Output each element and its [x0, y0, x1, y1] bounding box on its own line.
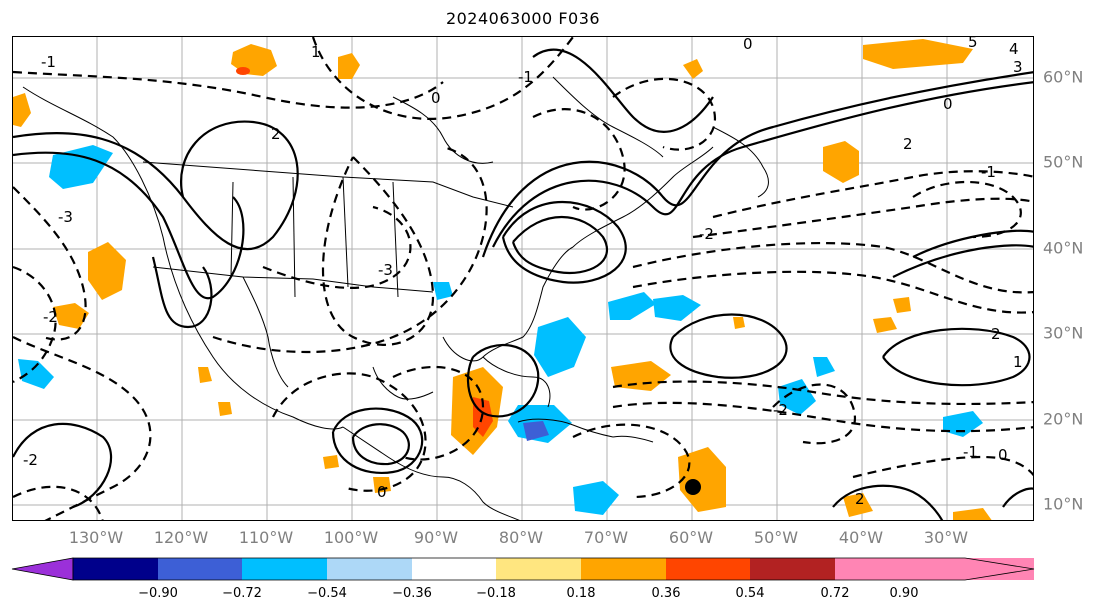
colorbar-segment — [666, 558, 750, 580]
lat-label: 60°N — [1043, 67, 1084, 87]
graticule — [13, 37, 1033, 520]
contour-label: 2 — [855, 490, 865, 508]
lon-label: 50°W — [753, 528, 799, 547]
colorbar-segment — [73, 558, 158, 580]
lon-label: 120°W — [153, 528, 209, 547]
contour-label: -1 — [981, 163, 996, 181]
lat-label: 30°N — [1043, 323, 1084, 343]
contour-label: 2 — [903, 135, 913, 153]
contour-label: -2 — [43, 308, 58, 326]
lon-label: 130°W — [68, 528, 124, 547]
colorbar-segment — [412, 558, 496, 580]
colorbar-tick: 0.90 — [889, 586, 919, 601]
contour-label: 0 — [431, 89, 441, 107]
lat-label: 40°N — [1043, 238, 1084, 258]
contour-label: 1 — [311, 43, 321, 61]
contour-label: 0 — [743, 37, 753, 53]
coastlines — [22, 76, 769, 520]
contour-label: -1 — [963, 443, 978, 461]
lon-label: 110°W — [238, 528, 294, 547]
colorbar-segment — [581, 558, 666, 580]
contour-label: 2 — [991, 325, 1001, 343]
colorbar-tick: −0.36 — [392, 586, 432, 601]
colorbar-extend-min — [11, 557, 74, 581]
map-panel: -1 0 1 2 -2 -3 -1 0 2 -3 3 4 5 0 -1 -2 2… — [12, 36, 1034, 521]
colorbar-tick: 0.54 — [735, 586, 765, 601]
contour-label: -2 — [773, 401, 788, 419]
positive-contours — [13, 48, 1033, 520]
contour-label: 4 — [1009, 40, 1019, 58]
map-title: 2024063000 F036 — [445, 9, 601, 28]
colorbar-tick: −0.72 — [222, 586, 262, 601]
lat-label: 50°N — [1043, 152, 1084, 172]
lat-label: 20°N — [1043, 409, 1084, 429]
contour-label: 3 — [1013, 58, 1023, 76]
colorbar-tick: 0.72 — [820, 586, 850, 601]
lon-label: 90°W — [413, 528, 459, 547]
colorbar-segment — [496, 558, 581, 580]
marker-dot — [685, 479, 701, 495]
contour-label: 2 — [271, 125, 281, 143]
colorbar-tick: −0.18 — [476, 586, 516, 601]
shaded-anomaly-fills — [13, 39, 992, 520]
lat-label: 10°N — [1043, 494, 1084, 514]
colorbar-segment — [750, 558, 835, 580]
colorbar-segment — [242, 558, 327, 580]
contour-label: 0 — [377, 483, 387, 501]
lon-label: 60°W — [668, 528, 714, 547]
colorbar-segment — [158, 558, 242, 580]
lon-label: 40°W — [838, 528, 884, 547]
contour-labels: -1 0 1 2 -2 -3 -1 0 2 -3 3 4 5 0 -1 -2 2… — [23, 37, 1023, 508]
contour-label: 0 — [943, 95, 953, 113]
lon-label: 70°W — [583, 528, 629, 547]
colorbar-tick: 0.18 — [566, 586, 596, 601]
colorbar — [11, 557, 1035, 581]
colorbar-outline — [72, 557, 1035, 581]
lon-label: 100°W — [323, 528, 379, 547]
contour-label: -1 — [41, 53, 56, 71]
colorbar-tick: 0.36 — [651, 586, 681, 601]
contour-label: 1 — [1013, 353, 1023, 371]
colorbar-segment — [835, 558, 1034, 580]
lon-label: 30°W — [923, 528, 969, 547]
contour-label: -3 — [378, 261, 393, 279]
contour-label: -1 — [518, 68, 533, 86]
colorbar-tick: −0.90 — [138, 586, 178, 601]
contour-label: -2 — [23, 451, 38, 469]
lon-label: 80°W — [498, 528, 544, 547]
colorbar-tick: −0.54 — [307, 586, 347, 601]
colorbar-segment — [327, 558, 412, 580]
contour-label: 0 — [998, 446, 1008, 464]
negative-contours — [13, 37, 1033, 520]
map-canvas: -1 0 1 2 -2 -3 -1 0 2 -3 3 4 5 0 -1 -2 2… — [13, 37, 1033, 520]
contour-label: 5 — [968, 37, 978, 51]
contour-label: -3 — [58, 208, 73, 226]
contour-label: -2 — [699, 225, 714, 243]
